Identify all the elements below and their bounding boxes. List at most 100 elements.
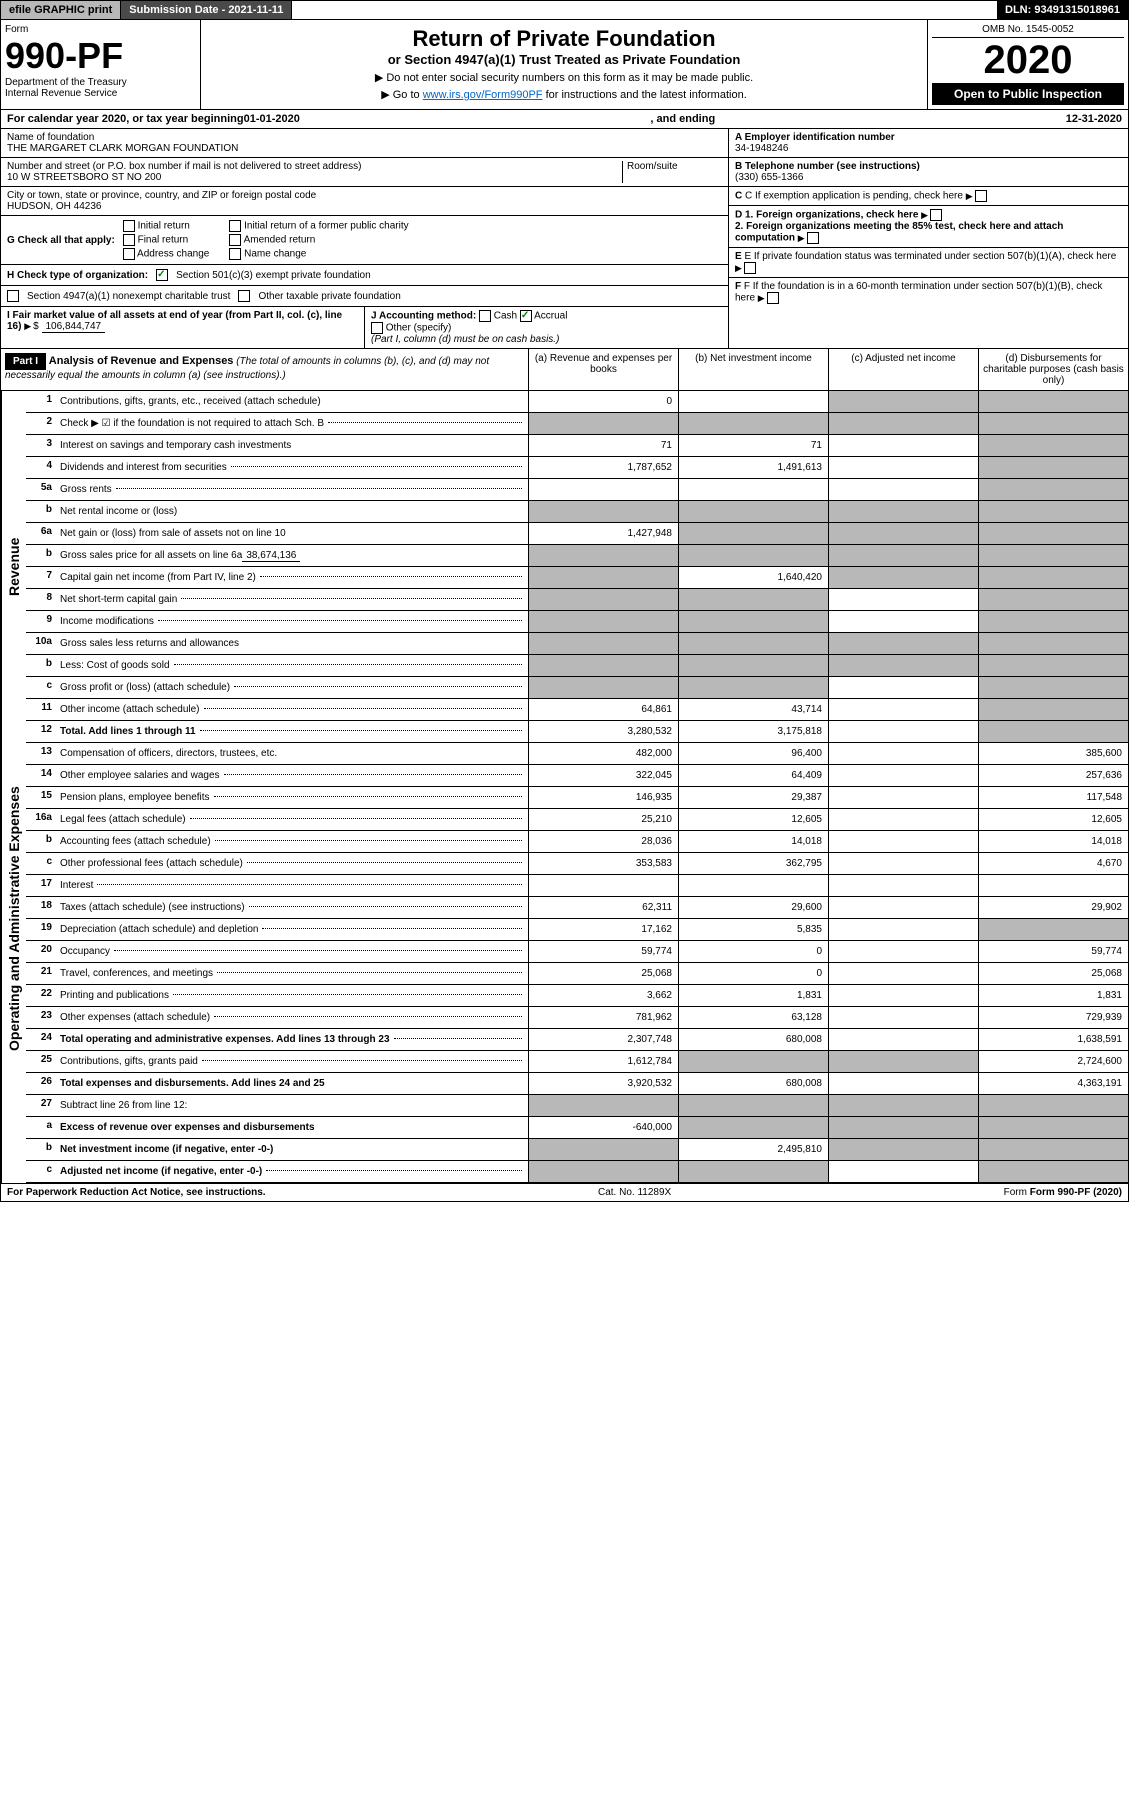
cell-grey [678, 1117, 828, 1138]
form-title: Return of Private Foundation [207, 26, 921, 52]
cell-value: 117,548 [978, 787, 1128, 808]
cell-value [678, 391, 828, 412]
table-row: bNet rental income or (loss) [26, 501, 1128, 523]
cell-value: 0 [528, 391, 678, 412]
cell-value [828, 435, 978, 456]
table-row: 12Total. Add lines 1 through 113,280,532… [26, 721, 1128, 743]
cell-grey [828, 633, 978, 654]
cell-value [828, 853, 978, 874]
cell-value [828, 831, 978, 852]
checkbox-amended[interactable] [229, 234, 241, 246]
table-row: 5aGross rents [26, 479, 1128, 501]
table-row: 4Dividends and interest from securities1… [26, 457, 1128, 479]
cell-value: 29,387 [678, 787, 828, 808]
table-row: 11Other income (attach schedule)64,86143… [26, 699, 1128, 721]
checkbox-name[interactable] [229, 248, 241, 260]
row-label: Total expenses and disbursements. Add li… [58, 1073, 528, 1094]
section-g: G Check all that apply: Initial return I… [1, 216, 728, 265]
checkbox-address[interactable] [123, 248, 135, 260]
cell-grey [978, 611, 1128, 632]
cell-grey [528, 545, 678, 566]
table-row: 21Travel, conferences, and meetings25,06… [26, 963, 1128, 985]
checkbox-initial-former[interactable] [229, 220, 241, 232]
cell-value: 3,175,818 [678, 721, 828, 742]
cell-grey [978, 523, 1128, 544]
cell-grey [528, 1139, 678, 1160]
cell-grey [678, 1095, 828, 1116]
cell-value [978, 875, 1128, 896]
row-label: Total operating and administrative expen… [58, 1029, 528, 1050]
irs-link[interactable]: www.irs.gov/Form990PF [423, 89, 543, 101]
checkbox-f[interactable] [767, 292, 779, 304]
cell-grey [828, 655, 978, 676]
row-label: Income modifications [58, 611, 528, 632]
cell-value [828, 985, 978, 1006]
row-label: Gross profit or (loss) (attach schedule) [58, 677, 528, 698]
checkbox-c[interactable] [975, 190, 987, 202]
table-row: 2Check ▶ ☑ if the foundation is not requ… [26, 413, 1128, 435]
cell-value: 59,774 [978, 941, 1128, 962]
row-label: Adjusted net income (if negative, enter … [58, 1161, 528, 1182]
cell-value: 25,068 [978, 963, 1128, 984]
checkbox-final[interactable] [123, 234, 135, 246]
cell-value [828, 1007, 978, 1028]
checkbox-4947[interactable] [7, 290, 19, 302]
checkbox-d2[interactable] [807, 232, 819, 244]
cell-value [828, 1073, 978, 1094]
cell-grey [678, 545, 828, 566]
table-row: 15Pension plans, employee benefits146,93… [26, 787, 1128, 809]
row-label: Depreciation (attach schedule) and deple… [58, 919, 528, 940]
row-label: Contributions, gifts, grants paid [58, 1051, 528, 1072]
cell-grey [978, 1161, 1128, 1182]
cell-value: 1,831 [978, 985, 1128, 1006]
row-label: Other professional fees (attach schedule… [58, 853, 528, 874]
table-row: 19Depreciation (attach schedule) and dep… [26, 919, 1128, 941]
cell-value: 71 [528, 435, 678, 456]
cell-value [828, 611, 978, 632]
cell-grey [678, 501, 828, 522]
table-row: 16aLegal fees (attach schedule)25,21012,… [26, 809, 1128, 831]
table-row: 1Contributions, gifts, grants, etc., rec… [26, 391, 1128, 413]
city-state-zip: HUDSON, OH 44236 [7, 201, 722, 212]
cell-grey [828, 545, 978, 566]
cell-grey [678, 523, 828, 544]
cell-grey [978, 501, 1128, 522]
row-label: Capital gain net income (from Part IV, l… [58, 567, 528, 588]
cell-value: 12,605 [678, 809, 828, 830]
checkbox-e[interactable] [744, 262, 756, 274]
cell-value: 28,036 [528, 831, 678, 852]
checkbox-accrual[interactable] [520, 310, 532, 322]
cell-grey [828, 391, 978, 412]
checkbox-initial[interactable] [123, 220, 135, 232]
cell-value: 322,045 [528, 765, 678, 786]
row-label: Gross sales price for all assets on line… [58, 545, 528, 566]
cell-grey [828, 1139, 978, 1160]
row-label: Net short-term capital gain [58, 589, 528, 610]
col-a: (a) Revenue and expenses per books [528, 349, 678, 390]
cell-value: 0 [678, 963, 828, 984]
cell-grey [828, 413, 978, 434]
cell-grey [528, 1095, 678, 1116]
cell-value [828, 897, 978, 918]
cell-value: 29,600 [678, 897, 828, 918]
cell-grey [978, 545, 1128, 566]
table-row: bNet investment income (if negative, ent… [26, 1139, 1128, 1161]
cell-grey [828, 501, 978, 522]
cell-value: 3,920,532 [528, 1073, 678, 1094]
checkbox-501c3[interactable] [156, 269, 168, 281]
table-row: 7Capital gain net income (from Part IV, … [26, 567, 1128, 589]
checkbox-d1[interactable] [930, 209, 942, 221]
form-header: Form 990-PF Department of the Treasury I… [0, 20, 1129, 110]
cell-value: 385,600 [978, 743, 1128, 764]
row-label: Other income (attach schedule) [58, 699, 528, 720]
checkbox-cash[interactable] [479, 310, 491, 322]
cell-value [528, 479, 678, 500]
checkbox-other-method[interactable] [371, 322, 383, 334]
page-footer: For Paperwork Reduction Act Notice, see … [0, 1184, 1129, 1202]
cell-value [828, 875, 978, 896]
cell-grey [528, 501, 678, 522]
cell-value: 1,640,420 [678, 567, 828, 588]
cell-grey [828, 1095, 978, 1116]
cell-grey [978, 457, 1128, 478]
checkbox-other-taxable[interactable] [238, 290, 250, 302]
